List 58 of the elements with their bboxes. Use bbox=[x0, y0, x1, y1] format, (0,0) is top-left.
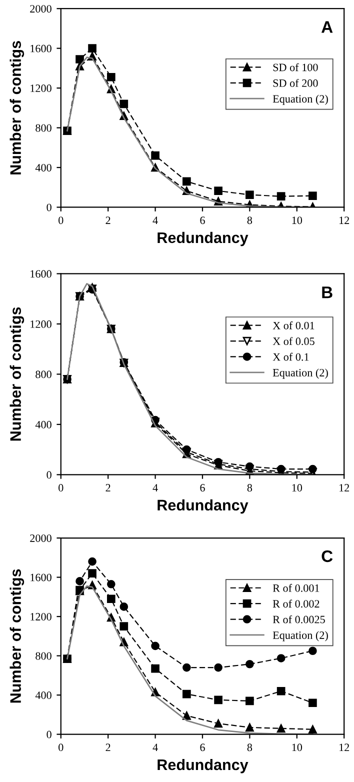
y-tick-label: 400 bbox=[35, 420, 52, 428]
y-tick-label: 800 bbox=[36, 370, 52, 378]
legend-label: X of 0.01 bbox=[272, 321, 314, 330]
legend-label: SD of 200 bbox=[273, 78, 318, 87]
annotation: B bbox=[322, 286, 332, 298]
y-tick-label: 0 bbox=[46, 471, 52, 479]
x-tick-label: 10 bbox=[292, 216, 302, 224]
legend-label: R of 0.001 bbox=[272, 584, 320, 592]
x-axis-title: Redundancy bbox=[158, 232, 248, 246]
x-axis-title: Redundancy bbox=[158, 758, 248, 774]
y-tick-label: 0 bbox=[46, 204, 52, 212]
y-axis-title: Number of contigs bbox=[10, 41, 24, 174]
legend-label: Equation (2) bbox=[272, 368, 328, 379]
x-tick-label: 0 bbox=[58, 484, 64, 492]
x-tick-label: 4 bbox=[152, 484, 158, 492]
y-tick-label: 1600 bbox=[30, 574, 52, 582]
y-tick-label: 2000 bbox=[30, 534, 52, 542]
annotation: A bbox=[321, 21, 333, 33]
x-axis-title: Redundancy bbox=[158, 499, 248, 514]
legend-label: X of 0.05 bbox=[272, 337, 314, 346]
x-tick-label: 2 bbox=[106, 484, 110, 492]
x-tick-label: 2 bbox=[106, 216, 110, 224]
x-tick-label: 4 bbox=[152, 744, 158, 752]
x-tick-label: 0 bbox=[58, 216, 64, 224]
x-tick-label: 8 bbox=[247, 744, 252, 752]
x-tick-label: 8 bbox=[247, 484, 252, 492]
legend-label: X of 0.1 bbox=[272, 352, 309, 361]
x-tick-label: 10 bbox=[292, 484, 302, 492]
x-tick-label: 0 bbox=[58, 744, 64, 752]
y-tick-label: 800 bbox=[36, 124, 52, 132]
y-tick-label: 1200 bbox=[30, 84, 52, 92]
x-tick-label: 2 bbox=[106, 744, 110, 752]
y-tick-label: 400 bbox=[35, 692, 52, 700]
legend-label: SD of 100 bbox=[273, 63, 318, 72]
x-tick-label: 6 bbox=[200, 744, 205, 752]
legend-label: Equation (2) bbox=[272, 94, 328, 105]
y-tick-label: 1600 bbox=[30, 44, 52, 52]
legend-label: R of 0.002 bbox=[272, 600, 320, 608]
y-axis-title: Number of contigs bbox=[10, 307, 24, 441]
x-tick-label: 6 bbox=[200, 216, 205, 224]
x-tick-label: 12 bbox=[340, 216, 350, 224]
y-tick-label: 0 bbox=[46, 730, 52, 738]
y-tick-label: 1200 bbox=[30, 612, 52, 620]
y-tick-label: 1200 bbox=[30, 320, 52, 328]
x-tick-label: 12 bbox=[340, 744, 350, 752]
x-tick-label: 8 bbox=[247, 216, 252, 224]
x-tick-label: 10 bbox=[292, 744, 302, 752]
y-tick-label: 2000 bbox=[30, 5, 52, 13]
y-tick-label: 800 bbox=[36, 652, 52, 660]
y-tick-label: 400 bbox=[35, 164, 52, 172]
x-tick-label: 4 bbox=[152, 216, 158, 224]
y-tick-label: 1600 bbox=[30, 270, 52, 278]
legend-label: Equation (2) bbox=[272, 631, 328, 642]
x-tick-label: 12 bbox=[340, 484, 350, 492]
x-tick-label: 6 bbox=[200, 484, 205, 492]
legend-label: R of 0.0025 bbox=[272, 615, 325, 624]
y-axis-title: Number of contigs bbox=[10, 569, 24, 703]
annotation: C bbox=[322, 550, 333, 562]
